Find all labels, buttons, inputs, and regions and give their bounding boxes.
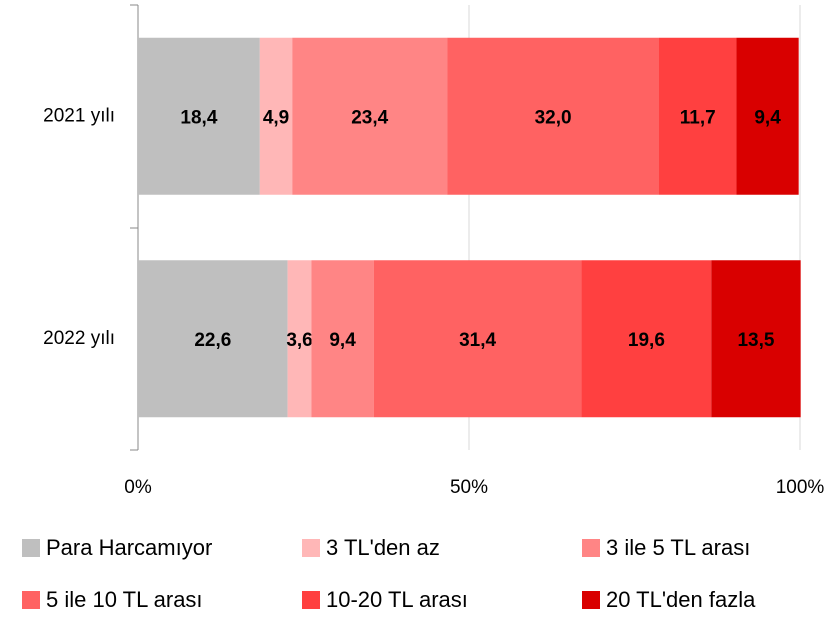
legend-label: 10-20 TL arası bbox=[326, 587, 468, 612]
legend-swatch bbox=[302, 539, 320, 557]
legend-swatch bbox=[22, 539, 40, 557]
legend-label: 3 ile 5 TL arası bbox=[606, 535, 750, 560]
x-tick-label: 50% bbox=[450, 477, 488, 498]
bar-segment bbox=[287, 260, 312, 418]
data-label: 11,7 bbox=[680, 107, 716, 128]
data-label: 22,6 bbox=[194, 330, 231, 351]
legend-swatch bbox=[22, 591, 40, 609]
bar-segment bbox=[311, 260, 374, 418]
data-label: 13,5 bbox=[737, 330, 774, 351]
x-tick-label: 0% bbox=[124, 477, 152, 498]
data-label: 9,4 bbox=[329, 330, 356, 351]
legend-label: 3 TL'den az bbox=[326, 535, 440, 560]
bar-segment bbox=[711, 260, 801, 418]
legend-swatch bbox=[582, 539, 600, 557]
bar-segment bbox=[373, 260, 582, 418]
legend-label: 5 ile 10 TL arası bbox=[46, 587, 203, 612]
bar-segment bbox=[581, 260, 712, 418]
category-label: 2021 yılı bbox=[43, 105, 115, 126]
data-label: 3,6 bbox=[286, 330, 312, 351]
data-label: 31,4 bbox=[459, 330, 496, 351]
data-label: 4,9 bbox=[263, 107, 289, 128]
bar-segment bbox=[447, 37, 659, 195]
category-label: 2022 yılı bbox=[43, 328, 115, 349]
legend-swatch bbox=[302, 591, 320, 609]
bar-segment bbox=[658, 37, 737, 195]
legend-label: 20 TL'den fazla bbox=[606, 587, 756, 612]
bar-segment bbox=[736, 37, 799, 195]
bar-segment bbox=[259, 37, 293, 195]
x-tick-label: 100% bbox=[776, 477, 825, 498]
bar-segment bbox=[292, 37, 448, 195]
data-label: 19,6 bbox=[628, 330, 665, 351]
legend-label: Para Harcamıyor bbox=[46, 535, 212, 560]
data-label: 18,4 bbox=[180, 107, 217, 128]
data-label: 23,4 bbox=[351, 107, 388, 128]
data-label: 9,4 bbox=[754, 107, 781, 128]
bar-segment bbox=[138, 37, 260, 195]
legend-swatch bbox=[582, 591, 600, 609]
data-label: 32,0 bbox=[535, 107, 572, 128]
bar-segment bbox=[138, 260, 288, 418]
